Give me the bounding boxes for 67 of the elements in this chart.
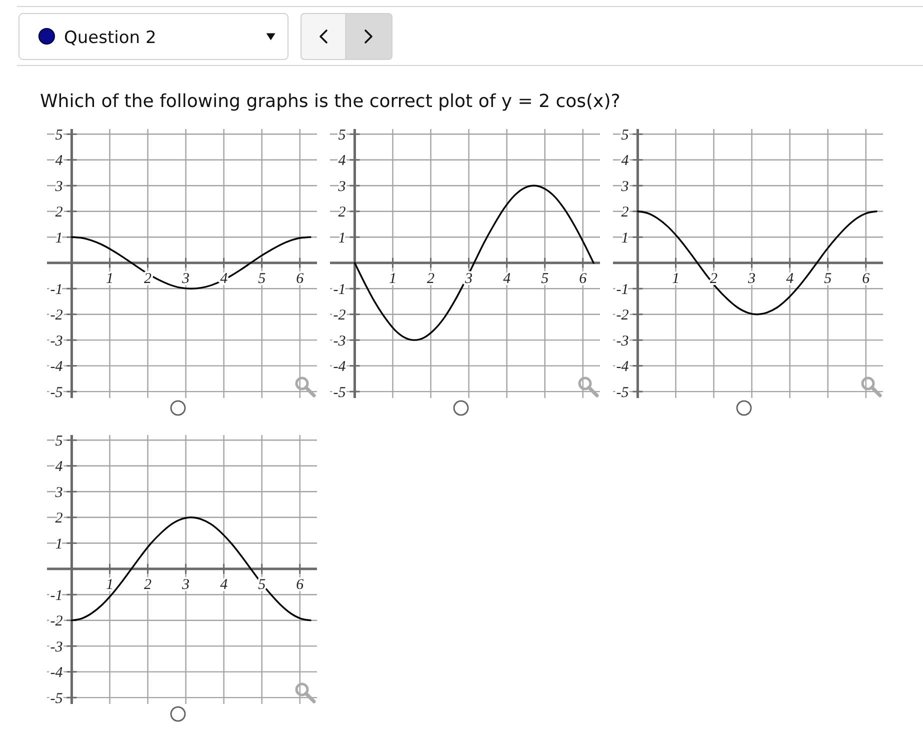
x-tick-label: 1: [106, 576, 114, 593]
x-tick-label: 6: [296, 576, 304, 593]
line-series: [636, 210, 878, 316]
y-tick-label: 3: [620, 178, 629, 195]
y-tick-label: 5: [55, 433, 64, 450]
x-tick-label: 2: [144, 270, 152, 287]
y-tick-label: 3: [337, 178, 346, 195]
y-tick-label: -4: [333, 359, 346, 376]
y-tick-label: 5: [338, 127, 346, 144]
x-tick-label: 3: [181, 270, 190, 287]
y-tick-label: 1: [55, 536, 63, 552]
x-tick-label: 2: [144, 576, 152, 593]
x-tick-label: 1: [388, 270, 396, 287]
y-tick-label: -2: [50, 614, 64, 630]
x-tick-label: 6: [296, 270, 304, 287]
x-tick-label: 2: [710, 270, 718, 287]
y-tick-label: 2: [55, 510, 64, 527]
y-tick-label: 5: [55, 127, 64, 144]
y-tick-label: 5: [621, 127, 630, 144]
y-tick-label: -3: [616, 333, 629, 350]
y-tick-label: -5: [333, 384, 346, 401]
y-tick-label: 1: [621, 230, 629, 246]
y-tick-label: -3: [333, 333, 346, 350]
y-tick-label: -5: [50, 690, 64, 707]
x-tick-label: 6: [579, 270, 588, 287]
y-tick-label: 3: [54, 484, 63, 501]
text: Question 2: [64, 28, 156, 48]
y-tick-label: -1: [50, 282, 63, 298]
y-tick-label: 4: [338, 153, 346, 170]
y-tick-label: 4: [55, 153, 64, 170]
y-tick-label: 4: [621, 153, 630, 170]
x-tick-label: 4: [503, 270, 512, 287]
y-tick-label: -4: [50, 665, 64, 682]
y-tick-label: -1: [50, 588, 63, 604]
y-tick-label: -1: [616, 282, 629, 298]
y-tick-label: -1: [333, 282, 346, 298]
x-tick-label: 3: [181, 576, 190, 593]
line-series: [354, 184, 594, 341]
x-tick-label: 5: [824, 270, 832, 287]
chart-title: Which of the following graphs is the correct plot of y = 2 cos(x)?: [40, 91, 620, 112]
y-tick-label: -2: [333, 308, 346, 324]
y-tick-label: 4: [55, 459, 64, 476]
x-tick-label: 5: [258, 270, 266, 287]
y-tick-label: 2: [338, 204, 346, 221]
x-tick-label: 4: [786, 270, 794, 287]
y-tick-label: 1: [55, 230, 63, 246]
y-tick-label: -5: [616, 384, 630, 401]
y-tick-label: -4: [50, 359, 64, 376]
x-tick-label: 2: [427, 270, 436, 287]
x-tick-label: 5: [541, 270, 550, 287]
y-tick-label: -2: [50, 308, 64, 324]
y-tick-label: -3: [50, 333, 63, 350]
x-tick-label: 1: [106, 270, 114, 287]
y-tick-label: -4: [616, 359, 630, 376]
y-tick-label: -2: [616, 308, 630, 324]
y-tick-label: 2: [55, 204, 64, 221]
y-tick-label: 3: [54, 178, 63, 195]
y-tick-label: -5: [50, 384, 64, 401]
y-tick-label: 2: [621, 204, 630, 221]
x-tick-label: 6: [862, 270, 870, 287]
line-series: [70, 236, 312, 290]
x-tick-label: 4: [220, 576, 228, 593]
y-tick-label: 1: [338, 230, 346, 246]
x-tick-label: 1: [672, 270, 680, 287]
y-tick-label: -3: [50, 639, 63, 656]
line-series: [70, 516, 312, 622]
x-tick-label: 3: [747, 270, 756, 287]
